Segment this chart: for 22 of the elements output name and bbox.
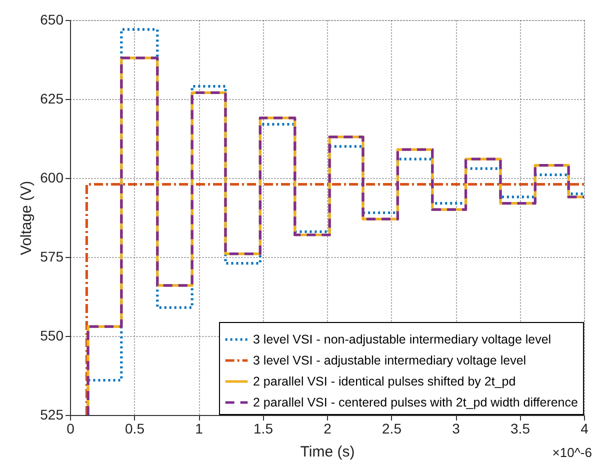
legend-label: 3 level VSI - adjustable intermediary voltage level xyxy=(253,354,526,368)
x-tick-label: 2 xyxy=(324,420,332,436)
x-tick-label: 4 xyxy=(580,420,589,436)
y-tick-label: 600 xyxy=(40,170,64,186)
legend-label: 2 parallel VSI - identical pulses shifted by 2t_pd xyxy=(253,374,516,388)
x-tick-label: 0 xyxy=(66,420,75,436)
y-tick-label: 625 xyxy=(40,90,64,106)
text: ×10^-6 xyxy=(552,445,592,460)
x-tick-label: 2.5 xyxy=(382,420,402,436)
legend-label: 3 level VSI - non-adjustable intermediary voltage level xyxy=(253,332,552,346)
y-tick-label: 525 xyxy=(40,406,64,422)
x-tick-label: 3.5 xyxy=(510,420,530,436)
y-axis-title: Voltage (V) xyxy=(18,180,36,256)
x-tick-label: 3 xyxy=(452,420,460,436)
y-tick-label: 650 xyxy=(40,12,64,28)
x-axis-title: Time (s) xyxy=(300,444,355,460)
x-tick-label: 0.5 xyxy=(125,420,145,436)
x-tick-label: 1.5 xyxy=(254,420,274,436)
x-tick-label: 1 xyxy=(195,420,204,436)
y-tick-label: 575 xyxy=(40,248,64,264)
legend-label: 2 parallel VSI - centered pulses with 2t_pd width difference xyxy=(253,396,578,410)
y-tick-label: 550 xyxy=(40,328,64,344)
